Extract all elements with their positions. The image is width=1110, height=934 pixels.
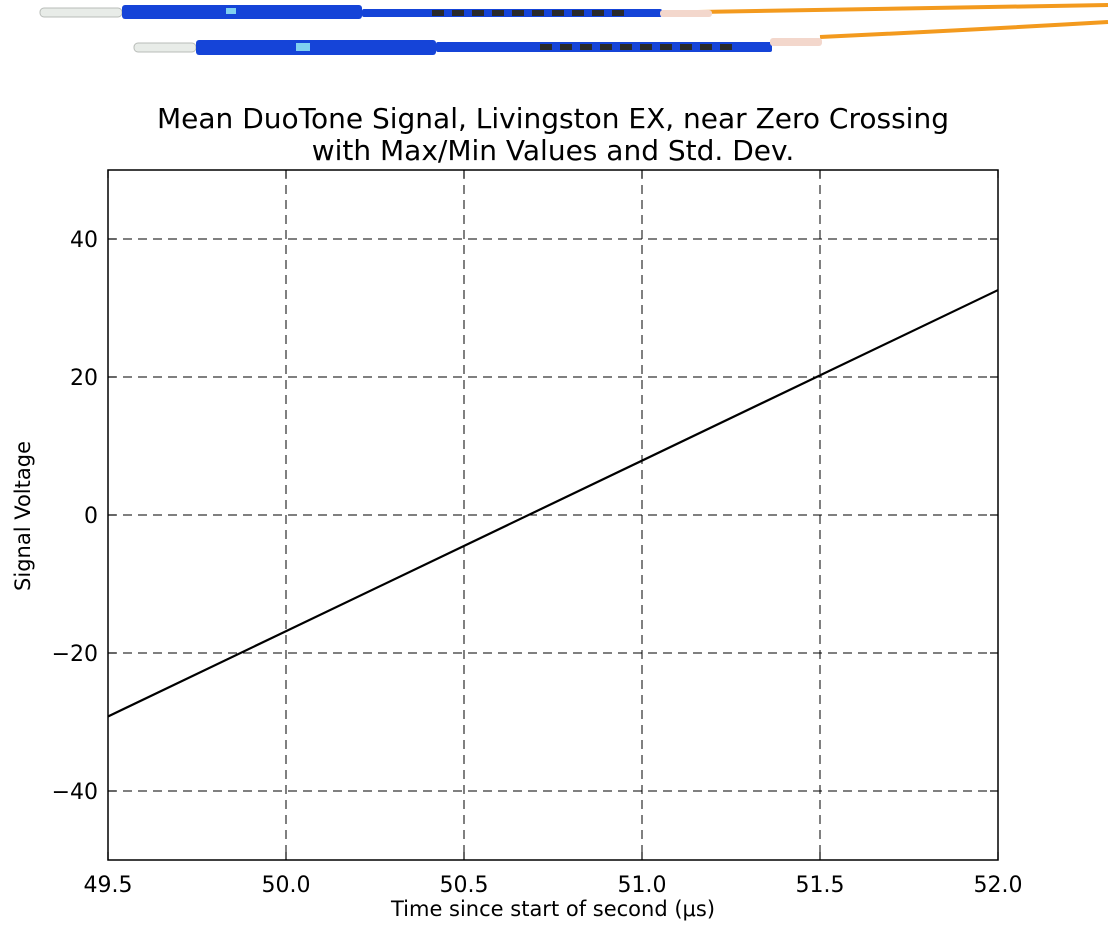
x-tick-label: 49.5: [84, 873, 133, 898]
x-tick-label: 51.5: [796, 873, 845, 898]
axis-ticks: [107, 170, 999, 860]
x-tick-label: 50.0: [262, 873, 311, 898]
chart-title-line-2: with Max/Min Values and Std. Dev.: [312, 134, 795, 167]
x-tick-label: 52.0: [974, 873, 1023, 898]
grid-lines: [108, 170, 998, 860]
fiber-optic-cables-illustration: [39, 3, 1109, 55]
x-tick-label: 50.5: [440, 873, 489, 898]
cable-top: [39, 3, 1109, 19]
cable-bottom: [133, 20, 1109, 55]
series-line: [107, 289, 999, 718]
x-axis-label: Time since start of second (μs): [390, 897, 715, 921]
y-tick-label: −40: [52, 780, 98, 805]
chart-title-line-1: Mean DuoTone Signal, Livingston EX, near…: [157, 102, 949, 135]
y-axis-label: Signal Voltage: [11, 441, 35, 591]
y-tick-labels: 40 20 0 −20 −40: [52, 228, 98, 805]
series-layer: [107, 289, 999, 718]
y-tick-label: 0: [84, 504, 98, 529]
x-tick-label: 51.0: [618, 873, 667, 898]
y-tick-label: 40: [70, 228, 98, 253]
x-tick-labels: 49.5 50.0 50.5 51.0 51.5 52.0: [84, 873, 1023, 898]
y-tick-label: −20: [52, 642, 98, 667]
y-tick-label: 20: [70, 366, 98, 391]
